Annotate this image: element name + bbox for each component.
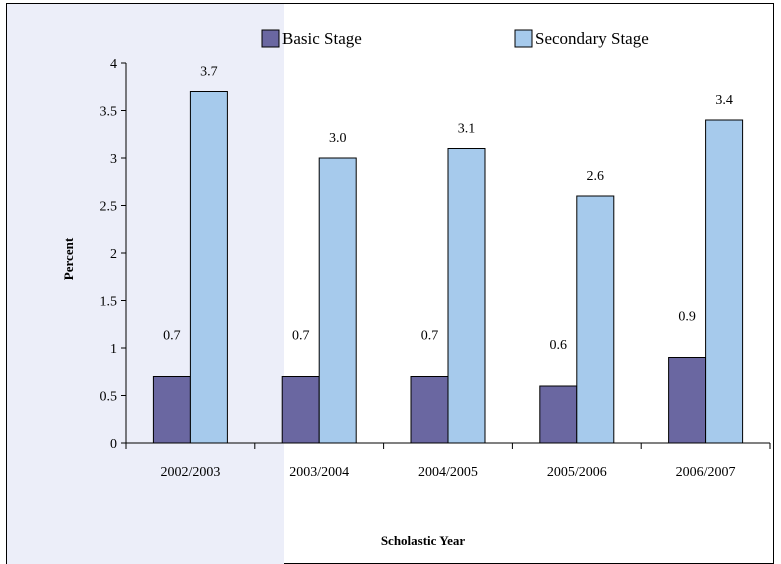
x-tick-label: 2006/2007 [676,465,736,480]
legend-swatch [514,29,533,48]
secondary-stage-value-label: 3.7 [200,65,218,80]
basic-stage-value-label: 0.7 [421,329,439,344]
y-tick-label: 3.5 [100,105,118,120]
y-tick-label: 1.5 [100,295,118,310]
y-axis-title: Percent [61,237,76,280]
basic-stage-value-label: 0.9 [678,310,696,325]
basic-stage-bar [668,357,707,444]
legend-label: Secondary Stage [535,29,649,48]
y-tick-label: 4 [110,57,117,72]
y-tick-label: 2 [110,247,117,262]
basic-stage-value-label: 0.6 [550,338,568,353]
y-tick-label: 3 [110,152,117,167]
basic-stage-bar [410,376,449,444]
y-tick-label: 2.5 [100,200,118,215]
secondary-stage-bar [576,195,615,444]
basic-stage-value-label: 0.7 [163,329,181,344]
basic-stage-bar [281,376,320,444]
bars-group [152,91,744,444]
x-axis-title: Scholastic Year [381,533,466,548]
legend-label: Basic Stage [282,29,362,48]
chart-shaded-region [7,4,284,564]
secondary-stage-bar [447,148,486,444]
legend-swatch [261,29,280,48]
secondary-stage-value-label: 3.0 [329,131,347,146]
x-tick-label: 2004/2005 [418,465,478,480]
basic-stage-value-label: 0.7 [292,329,310,344]
secondary-stage-bar [189,91,228,444]
secondary-stage-value-label: 2.6 [587,169,605,184]
x-axis: 2002/2003 2003/2004 2004/2005 2005/2006 2006… [125,442,771,480]
secondary-stage-value-label: 3.4 [715,93,733,108]
data-labels: 0.7 3.7 0.7 3.0 0.7 3.1 0.6 2.6 0.9 3.4 [163,65,733,354]
basic-stage-bar [152,376,191,444]
y-tick-label: 0 [110,437,117,452]
y-axis: 0 0.5 1 1.5 2 2.5 3 3.5 4 [100,57,127,452]
basic-stage-bar [539,385,578,444]
y-tick-label: 1 [110,342,117,357]
secondary-stage-value-label: 3.1 [458,122,476,137]
y-tick-label: 0.5 [100,390,118,405]
x-tick-label: 2003/2004 [289,465,349,480]
x-tick-label: 2002/2003 [160,465,220,480]
secondary-stage-bar [705,119,744,444]
x-tick-label: 2005/2006 [547,465,607,480]
secondary-stage-bar [318,157,357,444]
legend: Basic Stage Secondary Stage [261,29,649,48]
